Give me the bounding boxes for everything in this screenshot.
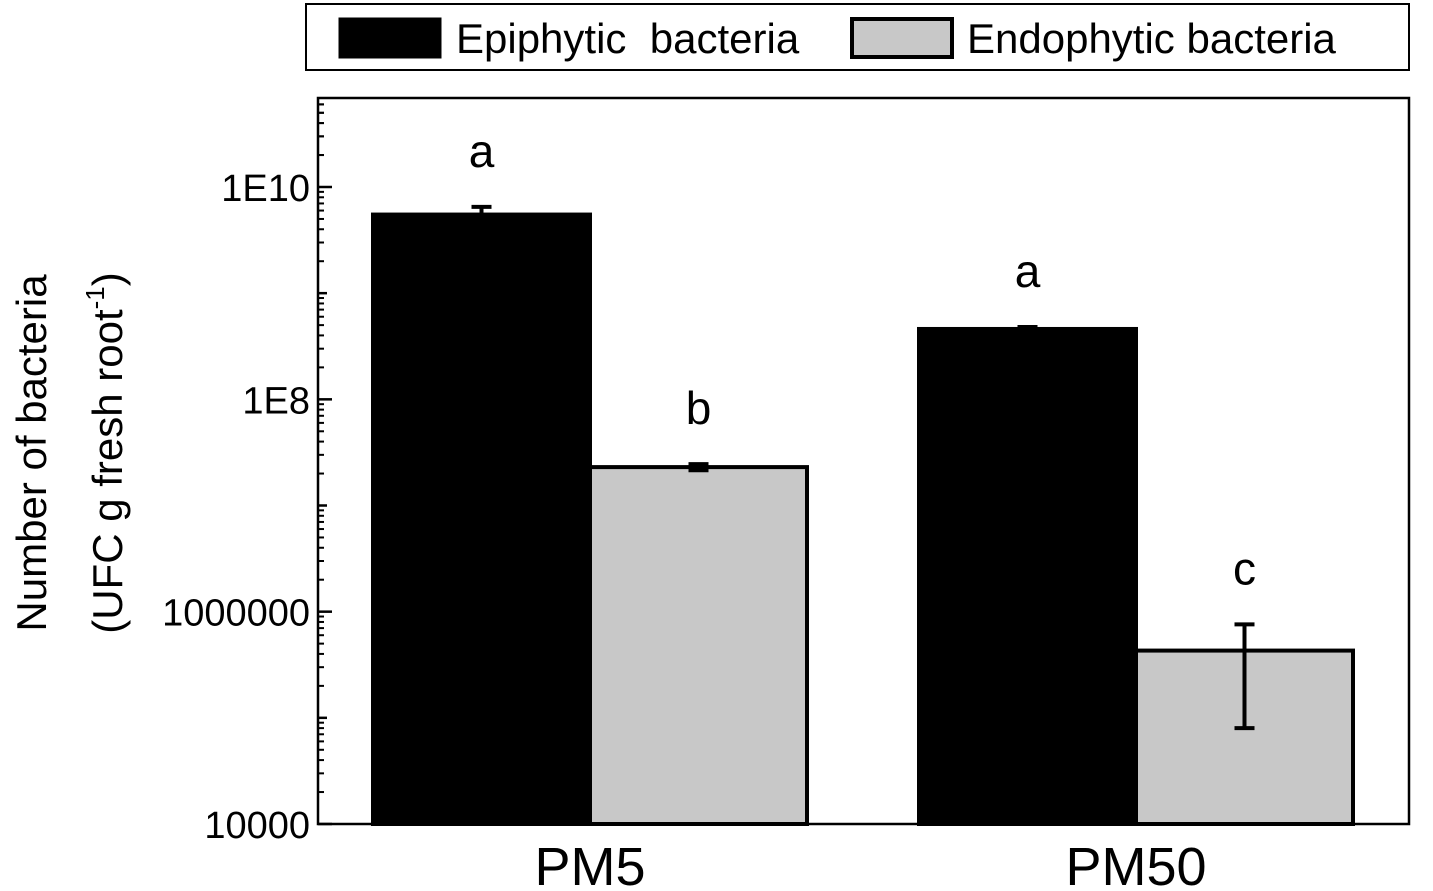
y-tick-label: 10000 — [204, 805, 310, 847]
significance-letter: a — [469, 125, 495, 177]
significance-letter: c — [1233, 542, 1256, 594]
y-tick-label: 1E8 — [242, 380, 310, 422]
legend-label-epiphytic: Epiphytic bacteria — [456, 15, 800, 62]
plot-frame — [316, 96, 1411, 826]
legend: Epiphytic bacteria Endophytic bacteria — [305, 3, 1410, 71]
legend-label-endophytic: Endophytic bacteria — [967, 15, 1337, 62]
y-tick-label: 1E10 — [221, 168, 310, 210]
y-axis-title-line2-main: (UFC g fresh root — [84, 309, 131, 634]
x-tick-label: PM50 — [1065, 837, 1206, 891]
significance-letter: b — [686, 382, 712, 434]
bar-pm5-endophytic — [588, 465, 809, 826]
y-tick-label: 1000000 — [162, 593, 310, 635]
significance-letter: a — [1015, 245, 1041, 297]
y-axis-title-line1: Number of bacteria — [8, 274, 55, 632]
y-axis-ticks: 10000 1000000 1E8 1E10 — [162, 103, 332, 847]
legend-swatch-epiphytic — [338, 17, 442, 59]
y-axis-title-line2: (UFC g fresh root-1) — [80, 272, 131, 634]
bar-pm50-epiphytic — [917, 326, 1138, 826]
x-tick-label: PM5 — [534, 837, 645, 891]
significance-labels: a b a c — [469, 125, 1256, 594]
x-axis-tick-labels: PM5 PM50 — [534, 837, 1206, 891]
y-axis-title-line2-sup: -1 — [80, 286, 110, 309]
legend-swatch-endophytic — [850, 17, 954, 59]
y-axis-title-line2-close: ) — [84, 272, 131, 286]
bar-pm5-epiphytic — [371, 212, 592, 827]
bars — [371, 204, 1355, 827]
